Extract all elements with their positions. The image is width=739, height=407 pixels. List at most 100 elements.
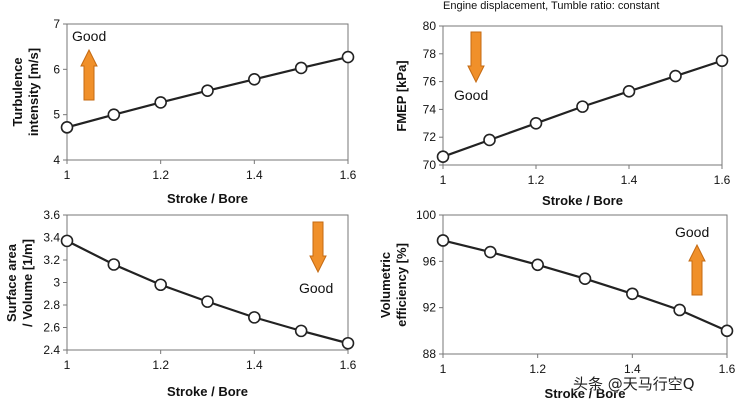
data-point <box>484 245 497 259</box>
x-tick-label: 1.2 <box>529 362 546 376</box>
data-point <box>720 324 734 338</box>
x-tick-label: 1.4 <box>246 168 263 182</box>
x-tick-label: 1 <box>440 362 447 376</box>
good-arrow-icon <box>309 221 327 274</box>
arrow-shape <box>309 221 327 274</box>
y-axis-label-line: Surface area <box>4 243 19 322</box>
x-tick-label: 1.4 <box>621 173 638 187</box>
data-point <box>107 108 121 121</box>
good-label: Good <box>675 224 709 240</box>
y-tick-label: 3.6 <box>43 208 60 222</box>
y-tick-label: 7 <box>53 17 60 31</box>
arrow-shape <box>467 31 485 84</box>
good-arrow-icon <box>467 31 485 84</box>
y-axis-label: Turbulenceintensity [m/s] <box>10 48 41 136</box>
data-point <box>436 234 450 247</box>
good-label: Good <box>454 87 488 103</box>
data-point <box>201 84 214 97</box>
y-tick-label: 5 <box>53 108 60 122</box>
x-tick-label: 1 <box>64 358 71 372</box>
x-tick-label: 1.2 <box>152 168 169 182</box>
data-point <box>436 150 450 163</box>
y-tick-label: 2.4 <box>43 343 60 357</box>
data-point <box>529 117 543 130</box>
data-point <box>107 258 121 271</box>
y-tick-label: 72 <box>423 130 437 144</box>
y-tick-label: 3 <box>53 276 60 290</box>
data-point <box>248 73 261 86</box>
y-axis-label-line: Volumetric <box>378 252 393 318</box>
good-label: Good <box>72 28 106 44</box>
y-tick-label: 6 <box>53 62 60 76</box>
x-axis-label: Stroke / Bore <box>167 384 248 399</box>
data-point <box>341 50 355 64</box>
chart-turbulence: 4 5 6 7 1 1.2 1.4 1.6 Stroke / Bore Turbulenceint… <box>10 17 357 206</box>
y-tick-label: 76 <box>423 75 437 89</box>
data-point <box>294 324 308 338</box>
good-arrow-icon <box>80 48 98 101</box>
data-point <box>294 61 308 75</box>
y-axis-label: FMEP [kPa] <box>394 60 409 131</box>
data-point <box>154 96 167 109</box>
y-tick-label: 3.4 <box>43 231 60 245</box>
good-label: Good <box>299 280 333 296</box>
data-point <box>669 69 682 83</box>
y-axis-label: Surface area/ Volume [1/m] <box>4 239 35 327</box>
y-axis-label-line: efficiency [%] <box>394 243 409 327</box>
y-tick-label: 2.6 <box>43 321 60 335</box>
y-axis-label-line: FMEP [kPa] <box>394 60 409 131</box>
data-point <box>673 303 686 317</box>
data-point <box>576 100 589 113</box>
x-tick-label: 1.2 <box>152 358 169 372</box>
x-tick-label: 1 <box>64 168 71 182</box>
y-tick-label: 80 <box>423 19 437 33</box>
data-point <box>715 54 729 68</box>
data-point <box>531 258 544 272</box>
y-axis-label-line: Turbulence <box>10 57 25 126</box>
y-tick-label: 100 <box>416 208 436 222</box>
y-tick-label: 88 <box>423 347 437 361</box>
x-axis-label: Stroke / Bore <box>545 386 626 401</box>
x-tick-label: 1.4 <box>624 362 641 376</box>
data-point <box>622 85 636 98</box>
x-tick-label: 1.6 <box>340 168 357 182</box>
y-tick-label: 3.2 <box>43 253 60 267</box>
y-tick-label: 70 <box>423 158 437 172</box>
x-tick-label: 1.6 <box>340 358 357 372</box>
y-axis-label-line: intensity [m/s] <box>26 48 41 136</box>
chart-fmep: 70 72 74 76 78 80 1 1.2 1.4 1.6 Stroke / Bore FMEP … <box>394 19 731 208</box>
header-note: Engine displacement, Tumble ratio: const… <box>443 0 660 12</box>
arrow-shape <box>688 243 706 296</box>
arrow-shape <box>80 48 98 101</box>
x-tick-label: 1.4 <box>246 358 263 372</box>
y-tick-label: 96 <box>423 254 437 268</box>
watermark: 头条 @天马行空Q <box>573 375 695 393</box>
x-tick-label: 1 <box>440 173 447 187</box>
good-arrow-icon <box>688 243 706 296</box>
data-point <box>483 133 496 147</box>
x-tick-label: 1.6 <box>714 173 731 187</box>
x-tick-label: 1.6 <box>719 362 736 376</box>
y-axis-label-line: / Volume [1/m] <box>20 239 35 327</box>
plot-frame <box>66 23 349 161</box>
data-point <box>154 278 167 292</box>
plot-frame <box>442 25 723 166</box>
y-tick-label: 2.8 <box>43 298 60 312</box>
y-tick-label: 4 <box>53 153 60 167</box>
y-axis-label: Volumetricefficiency [%] <box>378 243 409 327</box>
x-axis-label: Stroke / Bore <box>167 191 248 206</box>
data-point <box>626 287 639 301</box>
y-tick-label: 92 <box>423 301 437 315</box>
plot-frame <box>442 214 728 355</box>
y-tick-label: 74 <box>423 102 437 116</box>
data-point <box>60 234 74 248</box>
data-point <box>341 336 355 350</box>
data-point <box>248 311 261 324</box>
data-point <box>201 295 214 308</box>
x-axis-label: Stroke / Bore <box>542 193 623 208</box>
chart-volumetric_efficiency: 88 92 96 100 1 1.2 1.4 1.6 Stroke / Bore Volumetr… <box>378 208 736 401</box>
chart-surface_volume: 2.4 2.6 2.8 3 3.2 3.4 3.6 1 1.2 1.4 1.6 Stroke / Bo… <box>4 208 357 399</box>
y-tick-label: 78 <box>423 47 437 61</box>
data-point <box>578 272 592 286</box>
